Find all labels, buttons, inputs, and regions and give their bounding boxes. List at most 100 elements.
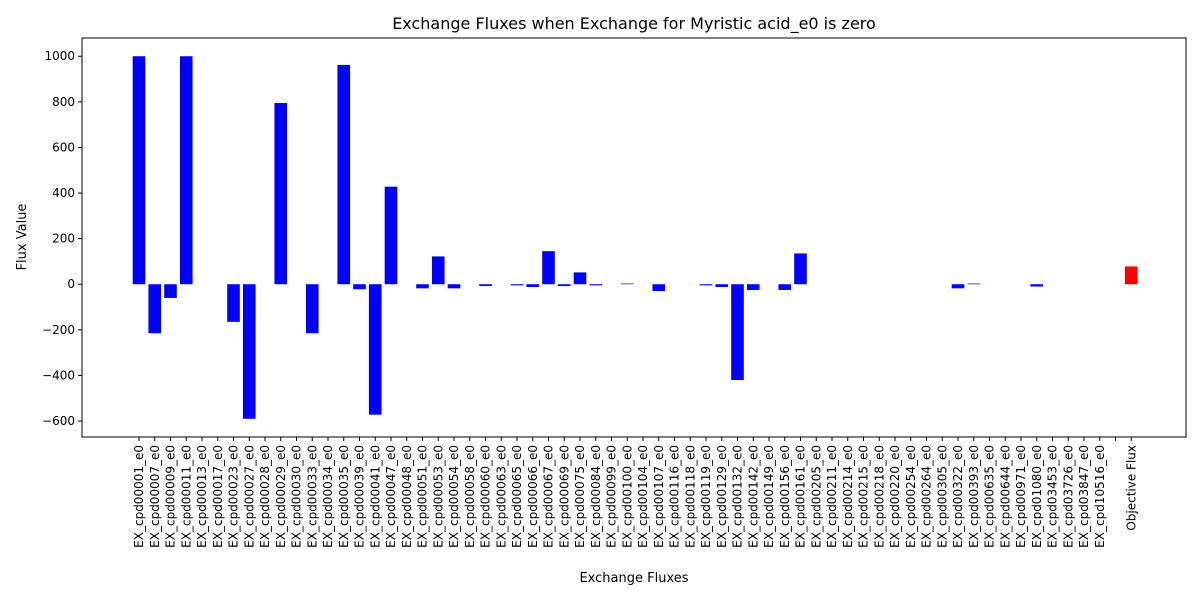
bar-ex-cpd00053-e0 — [431, 256, 445, 285]
bar-ex-cpd00129-e0 — [715, 284, 729, 287]
bar-objective-flux — [1124, 266, 1138, 285]
x-tick-label: EX_cpd03453_e0 — [1046, 445, 1060, 548]
y-axis-title: Flux Value — [15, 204, 30, 271]
x-tick-label: EX_cpd00067_e0 — [542, 445, 556, 548]
x-tick-label: EX_cpd00100_e0 — [620, 445, 634, 548]
x-tick-label: EX_cpd00214_e0 — [841, 445, 855, 548]
x-tick-label: EX_cpd00215_e0 — [857, 445, 871, 548]
x-tick-label: EX_cpd00142_e0 — [746, 445, 760, 548]
x-tick-label: EX_cpd00129_e0 — [715, 445, 729, 548]
x-tick-label: EX_cpd00161_e0 — [794, 445, 808, 548]
y-tick-label: −600 — [42, 414, 75, 428]
bar-ex-cpd00069-e0 — [557, 284, 571, 287]
x-tick-label: EX_cpd00118_e0 — [683, 445, 697, 548]
bar-ex-cpd00023-e0 — [227, 284, 240, 322]
x-axis-title: Exchange Fluxes — [579, 571, 688, 586]
x-tick-label: EX_cpd00030_e0 — [290, 445, 304, 548]
bar-ex-cpd00142-e0 — [746, 284, 760, 290]
x-tick-label: EX_cpd00156_e0 — [778, 445, 792, 548]
bar-ex-cpd00054-e0 — [447, 284, 461, 289]
bar-ex-cpd00084-e0 — [589, 284, 603, 286]
x-tick-label: EX_cpd00051_e0 — [416, 445, 430, 548]
bar-ex-cpd01080-e0 — [1030, 284, 1044, 287]
x-tick-label: EX_cpd00027_e0 — [242, 445, 256, 548]
bar-ex-cpd00009-e0 — [164, 284, 177, 298]
x-tick-label: EX_cpd03847_e0 — [1077, 445, 1091, 548]
x-tick-label: EX_cpd00023_e0 — [227, 445, 241, 548]
y-tick-label: 1000 — [44, 49, 75, 63]
x-axis: EX_cpd00001_e0 EX_cpd00007_e0 EX_cpd00009_… — [132, 437, 1138, 548]
bar-ex-cpd00001-e0 — [132, 56, 146, 285]
y-tick-label: 200 — [52, 232, 75, 246]
bar-ex-cpd00100-e0 — [620, 283, 634, 285]
x-tick-label: EX_cpd00305_e0 — [935, 445, 949, 548]
bar-ex-cpd00027-e0 — [242, 284, 256, 419]
y-tick-label: −400 — [42, 368, 75, 382]
x-tick-label: EX_cpd00066_e0 — [526, 445, 540, 548]
y-axis: −600 −400 −200 0 200 400 600 800 1000 — [42, 49, 82, 428]
bar-ex-cpd00033-e0 — [305, 284, 319, 334]
x-tick-label: EX_cpd00041_e0 — [368, 445, 382, 548]
bar-ex-cpd00066-e0 — [526, 284, 540, 287]
x-tick-label: EX_cpd00264_e0 — [920, 445, 934, 548]
bar-ex-cpd00011-e0 — [179, 56, 193, 285]
bar-ex-cpd00075-e0 — [573, 272, 587, 285]
x-tick-label: EX_cpd00119_e0 — [699, 445, 713, 548]
x-tick-label: EX_cpd00205_e0 — [809, 445, 823, 548]
x-tick-label: EX_cpd00149_e0 — [762, 445, 776, 548]
x-tick-label: EX_cpd00013_e0 — [195, 445, 209, 548]
x-tick-label: EX_cpd00322_e0 — [951, 445, 965, 548]
bar-ex-cpd00132-e0 — [731, 284, 744, 380]
x-tick-label: EX_cpd00001_e0 — [132, 445, 146, 548]
y-tick-label: 0 — [67, 277, 75, 291]
bars-layer — [132, 56, 1138, 419]
x-tick-label: EX_cpd00132_e0 — [731, 445, 745, 548]
x-tick-label: EX_cpd00017_e0 — [211, 445, 225, 548]
bar-ex-cpd00067-e0 — [542, 251, 555, 285]
bar-ex-cpd00029-e0 — [274, 102, 288, 285]
x-tick-label: EX_cpd00393_e0 — [967, 445, 981, 548]
bar-ex-cpd00065-e0 — [510, 284, 524, 286]
x-tick-label: EX_cpd00054_e0 — [447, 445, 461, 548]
bar-ex-cpd00322-e0 — [951, 284, 965, 289]
x-tick-label: EX_cpd00971_e0 — [1014, 445, 1028, 548]
x-tick-label: EX_cpd00035_e0 — [337, 445, 351, 548]
chart-title: Exchange Fluxes when Exchange for Myrist… — [392, 14, 876, 34]
x-tick-label: EX_cpd00084_e0 — [589, 445, 603, 548]
x-tick-label: EX_cpd00033_e0 — [305, 445, 319, 548]
x-tick-label: EX_cpd03726_e0 — [1061, 445, 1075, 548]
x-tick-label: EX_cpd00028_e0 — [258, 445, 272, 548]
x-tick-label: EX_cpd00099_e0 — [605, 445, 619, 548]
x-tick-label: EX_cpd00104_e0 — [636, 445, 650, 548]
x-tick-label: EX_cpd00039_e0 — [353, 445, 367, 548]
bar-ex-cpd00393-e0 — [967, 283, 981, 285]
x-tick-label: EX_cpd00009_e0 — [164, 445, 178, 548]
y-tick-label: −200 — [42, 323, 75, 337]
bar-ex-cpd00039-e0 — [353, 284, 366, 290]
bar-ex-cpd00119-e0 — [699, 284, 713, 286]
bar-ex-cpd00156-e0 — [778, 284, 792, 290]
x-tick-label: EX_cpd00047_e0 — [384, 445, 398, 548]
x-tick-label: Objective Flux — [1124, 445, 1138, 531]
bar-ex-cpd00007-e0 — [148, 284, 162, 334]
x-tick-label: EX_cpd10516_e0 — [1093, 445, 1107, 548]
bar-ex-cpd00041-e0 — [368, 284, 382, 415]
x-tick-label: EX_cpd01080_e0 — [1030, 445, 1044, 548]
x-tick-label: EX_cpd00644_e0 — [998, 445, 1012, 548]
x-tick-label: EX_cpd00254_e0 — [904, 445, 918, 548]
bar-ex-cpd00161-e0 — [794, 253, 807, 285]
y-tick-label: 600 — [52, 140, 75, 154]
x-tick-label: EX_cpd00116_e0 — [668, 445, 682, 548]
x-tick-label: EX_cpd00060_e0 — [479, 445, 493, 548]
x-tick-label: EX_cpd00211_e0 — [825, 445, 839, 548]
x-tick-label: EX_cpd00075_e0 — [573, 445, 587, 548]
bar-ex-cpd00051-e0 — [416, 284, 429, 289]
x-tick-label: EX_cpd00063_e0 — [494, 445, 508, 548]
x-tick-label: EX_cpd00053_e0 — [431, 445, 445, 548]
x-tick-label: EX_cpd00048_e0 — [400, 445, 414, 548]
bar-ex-cpd00060-e0 — [479, 284, 492, 287]
y-tick-label: 800 — [52, 95, 75, 109]
x-tick-label: EX_cpd00220_e0 — [888, 445, 902, 548]
y-tick-label: 400 — [52, 186, 75, 200]
